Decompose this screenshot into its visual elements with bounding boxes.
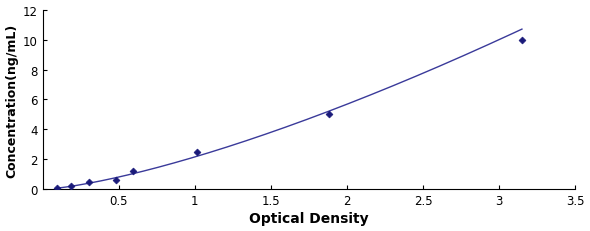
- Y-axis label: Concentration(ng/mL): Concentration(ng/mL): [5, 23, 18, 177]
- X-axis label: Optical Density: Optical Density: [249, 212, 369, 225]
